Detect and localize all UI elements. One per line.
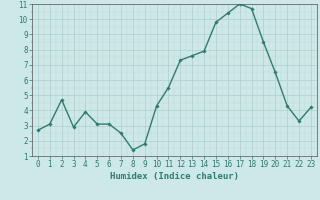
X-axis label: Humidex (Indice chaleur): Humidex (Indice chaleur) [110,172,239,181]
